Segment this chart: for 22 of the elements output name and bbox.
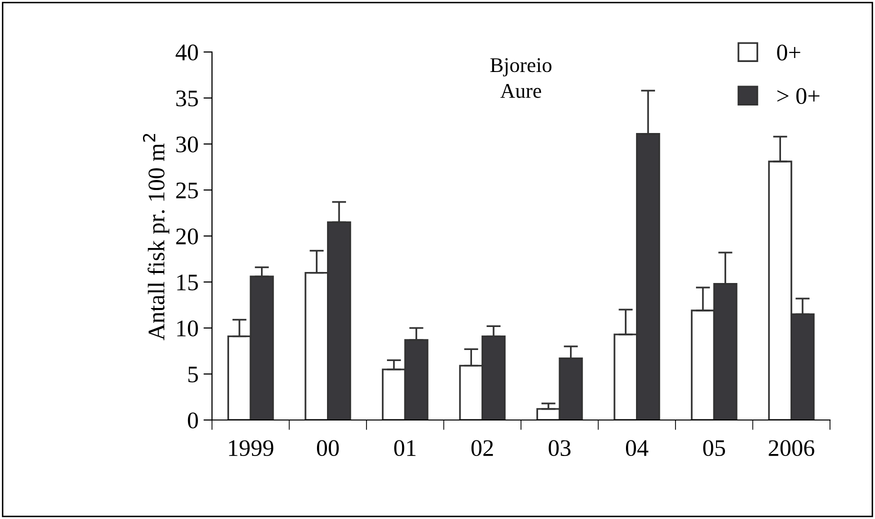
x-tick-label: 04: [626, 440, 648, 456]
x-tick-label: 05: [703, 440, 726, 456]
x-tick-label: 03: [548, 440, 571, 456]
y-tick-label: 15: [177, 274, 198, 290]
x-tick-label: 00: [316, 440, 339, 456]
x-tick-label: 01: [394, 440, 416, 456]
x-tick-label: 02: [471, 440, 493, 456]
y-tick-label: 10: [177, 320, 198, 336]
y-tick-label: 5: [188, 366, 198, 382]
legend-label: > 0+: [777, 88, 820, 104]
legend-label: 0+: [777, 44, 800, 61]
y-tick-label: 30: [176, 136, 198, 152]
y-tick-label: 20: [176, 228, 198, 244]
text: Aure: [500, 84, 542, 98]
x-tick-label: 2006: [768, 440, 814, 456]
y-tick-label: 25: [176, 182, 198, 198]
x-tick-label: 1999: [229, 440, 274, 456]
y-axis-title: Antall fisk pr. 100 m$^{2}$: [142, 134, 170, 340]
y-tick-label: 40: [176, 44, 198, 60]
chart-title: Bjoreio: [490, 58, 552, 76]
y-tick-label: 35: [176, 90, 198, 106]
y-tick-label: 0: [188, 412, 198, 428]
